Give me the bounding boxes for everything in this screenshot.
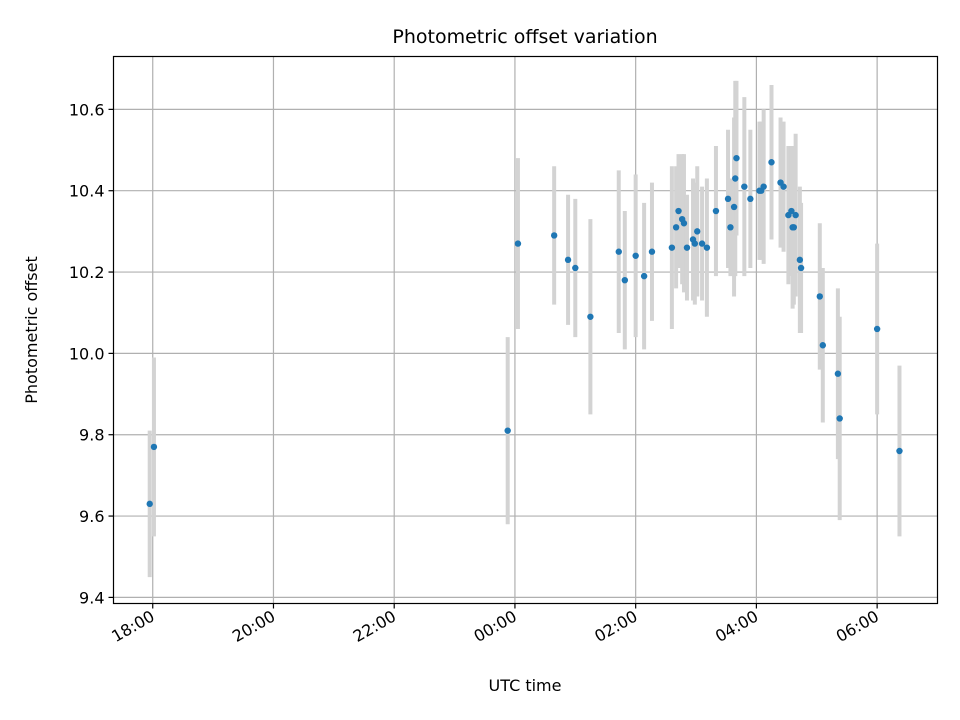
data-point: [615, 248, 622, 255]
x-axis-label: UTC time: [489, 676, 562, 695]
data-point: [780, 183, 787, 190]
data-point: [572, 264, 579, 272]
data-point: [691, 240, 699, 247]
point-layer: [146, 154, 903, 508]
data-point: [732, 175, 739, 182]
data-point: [747, 195, 754, 203]
y-tick-label: 10.0: [69, 344, 105, 363]
data-point: [694, 228, 701, 235]
y-tick-label: 10.6: [69, 100, 105, 119]
data-point: [741, 183, 748, 190]
data-point: [712, 207, 720, 215]
data-point: [727, 224, 734, 231]
data-point: [788, 207, 795, 215]
data-point: [816, 293, 823, 300]
data-point: [834, 370, 842, 377]
y-tick-label: 9.8: [79, 426, 104, 445]
data-point: [730, 203, 738, 211]
data-point: [514, 240, 522, 247]
plot-frame: [112, 55, 939, 605]
data-point: [648, 248, 656, 255]
data-point: [675, 207, 682, 215]
data-point: [668, 244, 676, 251]
data-point: [680, 220, 688, 227]
data-point: [796, 256, 804, 264]
data-point: [621, 276, 629, 284]
y-tick-label: 9.6: [79, 507, 104, 526]
data-point: [150, 443, 158, 451]
data-point: [873, 325, 881, 333]
data-point: [819, 342, 827, 349]
data-point: [768, 159, 775, 166]
chart-title: Photometric offset variation: [392, 26, 657, 48]
y-tick-label: 9.4: [79, 588, 104, 607]
data-point: [790, 224, 798, 231]
data-point: [504, 427, 511, 434]
data-point: [760, 183, 767, 190]
data-point: [792, 211, 799, 219]
y-tick-label: 10.2: [69, 263, 105, 282]
data-point: [672, 224, 680, 231]
grid-layer: [113, 56, 938, 604]
data-point: [146, 500, 153, 508]
data-point: [797, 264, 805, 272]
data-point: [724, 195, 732, 203]
data-point: [640, 272, 648, 280]
data-point: [703, 244, 711, 251]
data-point: [896, 447, 903, 455]
data-point: [733, 154, 740, 162]
data-point: [550, 232, 558, 239]
y-axis-label: Photometric offset: [22, 256, 41, 404]
data-point: [683, 244, 691, 251]
y-tick-label: 10.4: [69, 182, 105, 201]
data-point: [836, 415, 843, 422]
data-point: [698, 240, 706, 247]
data-point: [632, 252, 639, 259]
data-point: [587, 313, 594, 320]
data-point: [564, 256, 572, 264]
